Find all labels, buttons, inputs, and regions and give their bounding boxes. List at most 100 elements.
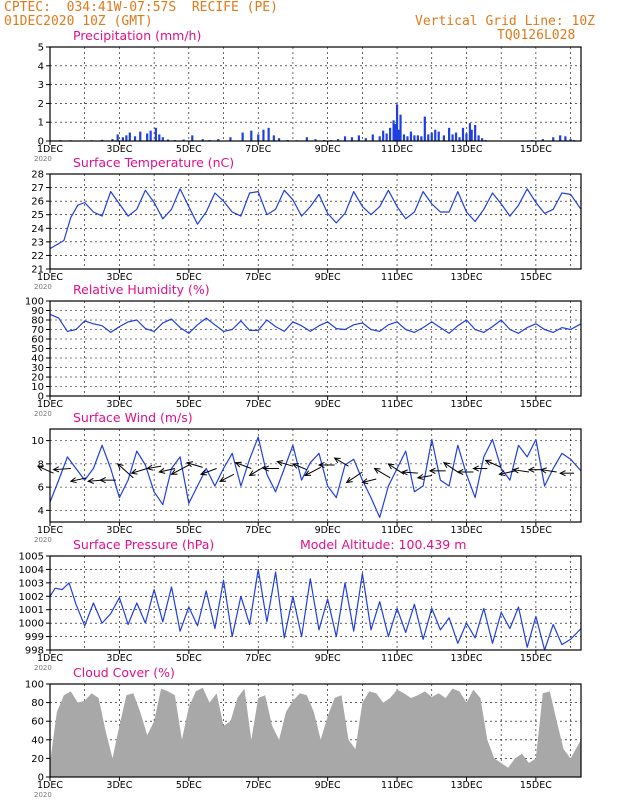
wind-arrow-head	[99, 477, 106, 484]
precip-bar	[470, 129, 473, 141]
cloud-x-tick-label: 11DEC	[381, 780, 413, 791]
wind-arrow-shaft	[362, 478, 377, 483]
wind-arrow-shaft	[235, 462, 252, 469]
wind-arrow-head	[116, 463, 124, 470]
wind-arrow-head	[484, 459, 492, 466]
rh-y-tick-label: 90	[31, 306, 44, 317]
precip-x-tick-label: 9DEC	[315, 144, 341, 155]
precip-bar	[477, 135, 480, 141]
precip-bar	[474, 125, 477, 141]
pres-x-tick-label: 15DEC	[520, 653, 552, 664]
wind-arrow-shaft	[346, 471, 363, 483]
precip-bar	[272, 135, 275, 141]
cloud-y-tick-label: 80	[31, 698, 44, 709]
pres-x-tick-label: 5DEC	[176, 653, 202, 664]
wind-arrow-shaft	[292, 463, 308, 471]
wind-arrow-head	[262, 465, 270, 472]
precip-bar	[111, 139, 114, 141]
wind-arrow-head	[276, 460, 284, 466]
precip-bar	[371, 134, 374, 141]
header-station: CPTEC: 034:41W-07:57S RECIFE (PE)	[4, 0, 278, 15]
precip-bar	[182, 139, 185, 141]
precip-bar	[267, 127, 270, 141]
wind-arrow-head	[512, 467, 520, 474]
precip-y-tick-label: 1	[38, 118, 44, 129]
wind-arrow-shaft	[513, 469, 530, 473]
precip-bar	[392, 120, 395, 141]
pres-y-tick-label: 1002	[19, 592, 44, 603]
wind-arrow-head	[291, 463, 299, 469]
wind-arrow-head	[130, 468, 138, 475]
precip-x-tick-label: 1DEC	[37, 144, 63, 155]
wind-arrow-head	[527, 466, 535, 473]
wind-panel	[36, 428, 582, 526]
temp-y-tick-label: 23	[31, 237, 44, 248]
wind-arrow-shaft	[417, 475, 432, 479]
precip-bar	[125, 135, 128, 141]
rh-x-tick-label: 15DEC	[520, 399, 552, 410]
precip-bar	[409, 131, 413, 141]
rh-panel	[46, 300, 582, 400]
wind-arrow-head	[442, 462, 450, 469]
wind-arrow-head	[361, 478, 369, 485]
wind-arrow-head	[170, 469, 178, 475]
rh-y-tick-label: 10	[31, 382, 44, 393]
pres-subtitle: Model Altitude: 100.439 m	[300, 537, 466, 552]
precip-bar	[397, 129, 400, 141]
precip-bar	[406, 136, 409, 141]
precip-bar	[116, 134, 119, 141]
wind-arrow-head	[416, 473, 424, 480]
cloud-x-tick-label: 7DEC	[245, 780, 271, 791]
wind-arrow-head	[401, 469, 408, 476]
temp-x-tick-label: 5DEC	[176, 272, 202, 283]
wind-arrow-shaft	[402, 471, 418, 474]
precip-bar	[229, 137, 232, 141]
cloud-x-tick-label: 1DEC	[37, 780, 63, 791]
wind-line	[49, 436, 582, 518]
precip-bar	[385, 133, 388, 141]
rh-x-tick-label: 9DEC	[315, 399, 341, 410]
cloud-year-label: 2020	[34, 791, 52, 799]
temp-y-tick-label: 27	[31, 183, 44, 194]
pres-y-tick-label: 1005	[19, 552, 44, 563]
precip-bar	[541, 139, 544, 141]
wind-arrow-head	[539, 467, 547, 474]
precip-x-tick-label: 13DEC	[450, 144, 482, 155]
pres-panel	[46, 555, 582, 654]
pres-y-tick-label: 1004	[19, 565, 44, 576]
precip-bar	[241, 132, 244, 141]
cloud-title: Cloud Cover (%)	[73, 665, 175, 680]
pres-x-tick-label: 9DEC	[315, 653, 341, 664]
wind-arrow-head	[304, 470, 312, 477]
precip-bar	[350, 137, 354, 141]
rh-y-tick-label: 70	[31, 325, 44, 336]
rh-y-tick-label: 30	[31, 363, 44, 374]
wind-frame	[49, 428, 582, 523]
temp-title: Surface Temperature (nC)	[73, 155, 234, 170]
wind-arrow-head	[345, 477, 353, 484]
wind-arrow-shaft	[249, 465, 266, 476]
precip-x-tick-label: 3DEC	[106, 144, 132, 155]
temp-x-tick-label: 9DEC	[315, 272, 341, 283]
pres-y-tick-label: 1003	[19, 578, 44, 589]
precip-y-tick-label: 0	[38, 137, 44, 148]
precip-bar	[262, 129, 265, 141]
precip-x-tick-label: 15DEC	[520, 144, 552, 155]
pres-x-tick-label: 11DEC	[381, 653, 413, 664]
wind-x-tick-label: 1DEC	[37, 525, 63, 536]
rh-x-tick-label: 1DEC	[37, 399, 63, 410]
precip-bar	[128, 132, 131, 141]
wind-arrow-shaft	[304, 466, 321, 476]
precip-bar	[139, 131, 142, 141]
header-model: TQ0126L028	[497, 28, 576, 43]
precip-bar	[465, 133, 468, 141]
wind-title: Surface Wind (m/s)	[73, 410, 193, 425]
wind-arrow-head	[52, 466, 60, 473]
pres-y-tick-label: 1001	[19, 605, 44, 616]
precip-bar	[416, 135, 419, 141]
precip-bar	[564, 136, 567, 141]
precip-y-tick-label: 5	[38, 43, 44, 54]
cloud-x-tick-label: 13DEC	[450, 780, 482, 791]
wind-arrow-head	[36, 465, 44, 472]
